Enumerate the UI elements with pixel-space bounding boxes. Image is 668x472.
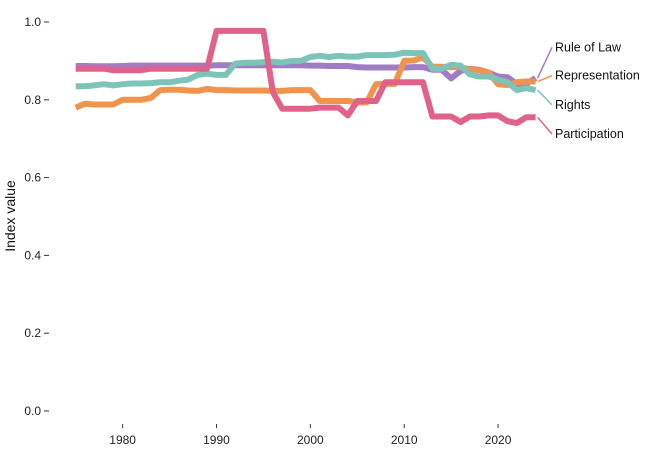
series-lines	[74, 27, 538, 127]
x-tick-label: 2000	[297, 433, 324, 447]
y-tick-label: 0.2	[24, 326, 41, 340]
x-axis: 1980 1990 2000 2010 2020	[109, 424, 512, 447]
y-tick-label: 0.4	[24, 248, 41, 262]
series-label-representation: Representation	[555, 69, 640, 83]
label-connector-participation	[537, 116, 553, 135]
series-label-participation: Participation	[555, 127, 624, 141]
series-label-rule-of-law: Rule of Law	[555, 40, 622, 54]
label-connector-representation	[537, 74, 553, 83]
series-labels: Rule of Law Representation Rights Participa…	[536, 40, 640, 141]
y-tick-label: 0.0	[24, 404, 41, 418]
y-tick-label: 1.0	[24, 15, 41, 29]
series-line-rights	[75, 49, 537, 94]
series-label-rights: Rights	[555, 98, 590, 112]
label-connector-rights	[537, 89, 553, 106]
y-axis: 0.0 0.2 0.4 0.6 0.8 1.0	[24, 15, 49, 418]
y-tick-label: 0.8	[24, 93, 41, 107]
series-line-rule-of-law	[75, 62, 538, 88]
y-tick-label: 0.6	[24, 171, 41, 185]
y-axis-title: Index value	[2, 180, 18, 252]
x-tick-label: 2020	[485, 433, 512, 447]
x-tick-label: 1980	[109, 433, 136, 447]
x-tick-label: 1990	[203, 433, 230, 447]
label-connector-rule-of-law	[536, 46, 553, 79]
series-line-participation	[75, 27, 536, 127]
x-tick-label: 2010	[391, 433, 418, 447]
